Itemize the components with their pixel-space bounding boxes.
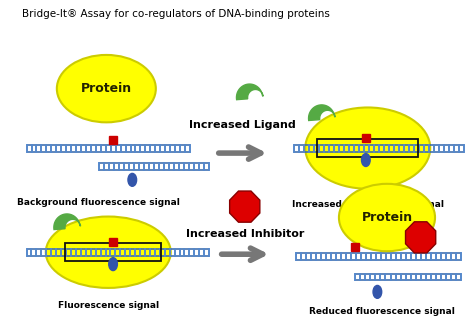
Ellipse shape bbox=[46, 216, 171, 288]
Polygon shape bbox=[229, 191, 260, 222]
Polygon shape bbox=[237, 84, 263, 100]
Text: Protein: Protein bbox=[361, 211, 412, 224]
Text: Increased Inhibitor: Increased Inhibitor bbox=[185, 229, 304, 240]
Ellipse shape bbox=[57, 55, 156, 122]
Text: Background fluorescence signal: Background fluorescence signal bbox=[17, 198, 180, 207]
Text: Protein: Protein bbox=[81, 82, 132, 95]
Bar bbox=[109, 238, 117, 246]
Polygon shape bbox=[309, 105, 335, 121]
Ellipse shape bbox=[109, 258, 118, 271]
Text: Increased fluorescence signal: Increased fluorescence signal bbox=[292, 200, 444, 209]
Text: Increased Ligand: Increased Ligand bbox=[190, 120, 296, 130]
Ellipse shape bbox=[373, 285, 382, 298]
Bar bbox=[317, 139, 418, 157]
Bar bbox=[109, 136, 117, 144]
Bar bbox=[65, 243, 161, 261]
Ellipse shape bbox=[128, 174, 137, 186]
Text: Reduced fluorescence signal: Reduced fluorescence signal bbox=[309, 307, 455, 316]
Polygon shape bbox=[406, 222, 436, 253]
Bar bbox=[362, 134, 370, 142]
Bar bbox=[351, 243, 359, 251]
Ellipse shape bbox=[339, 184, 435, 251]
Text: Fluorescence signal: Fluorescence signal bbox=[58, 301, 159, 310]
Polygon shape bbox=[54, 214, 81, 229]
Ellipse shape bbox=[362, 154, 370, 166]
Ellipse shape bbox=[305, 108, 430, 189]
Text: Bridge-It® Assay for co-regulators of DNA-binding proteins: Bridge-It® Assay for co-regulators of DN… bbox=[22, 9, 329, 19]
